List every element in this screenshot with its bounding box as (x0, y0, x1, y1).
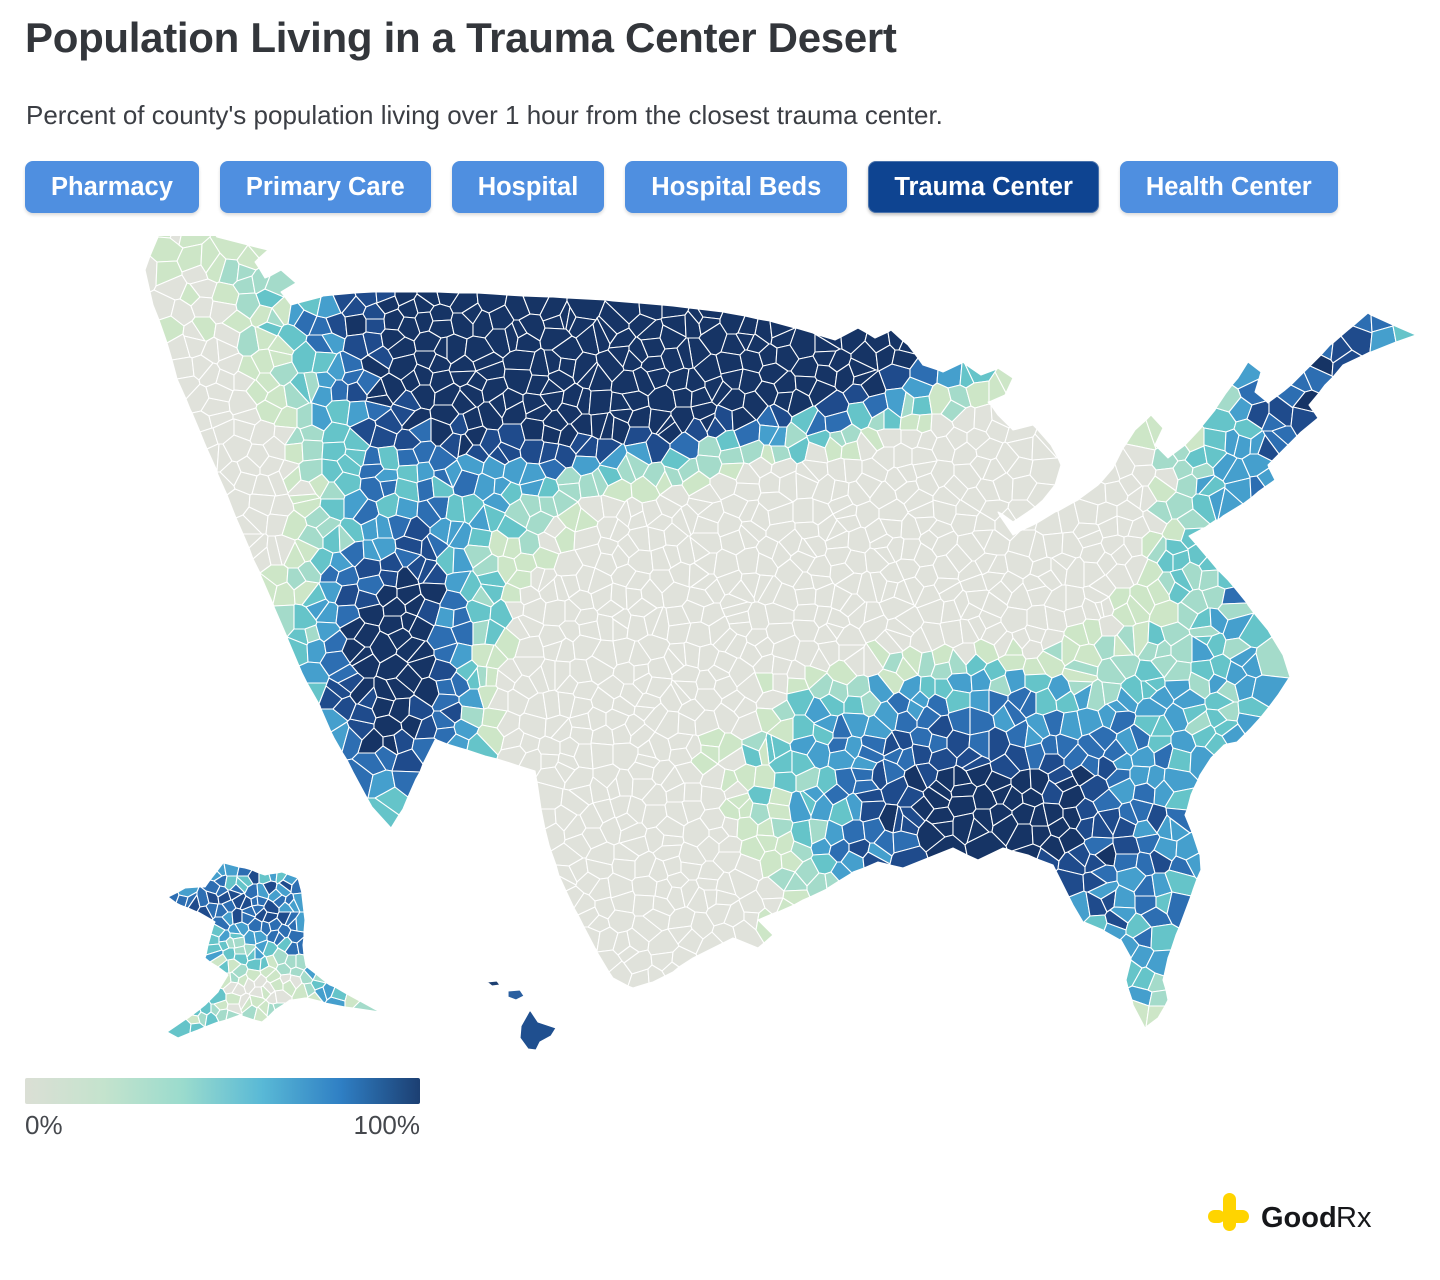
svg-text:Rx: Rx (1336, 1202, 1372, 1234)
svg-text:Good: Good (1261, 1202, 1337, 1234)
